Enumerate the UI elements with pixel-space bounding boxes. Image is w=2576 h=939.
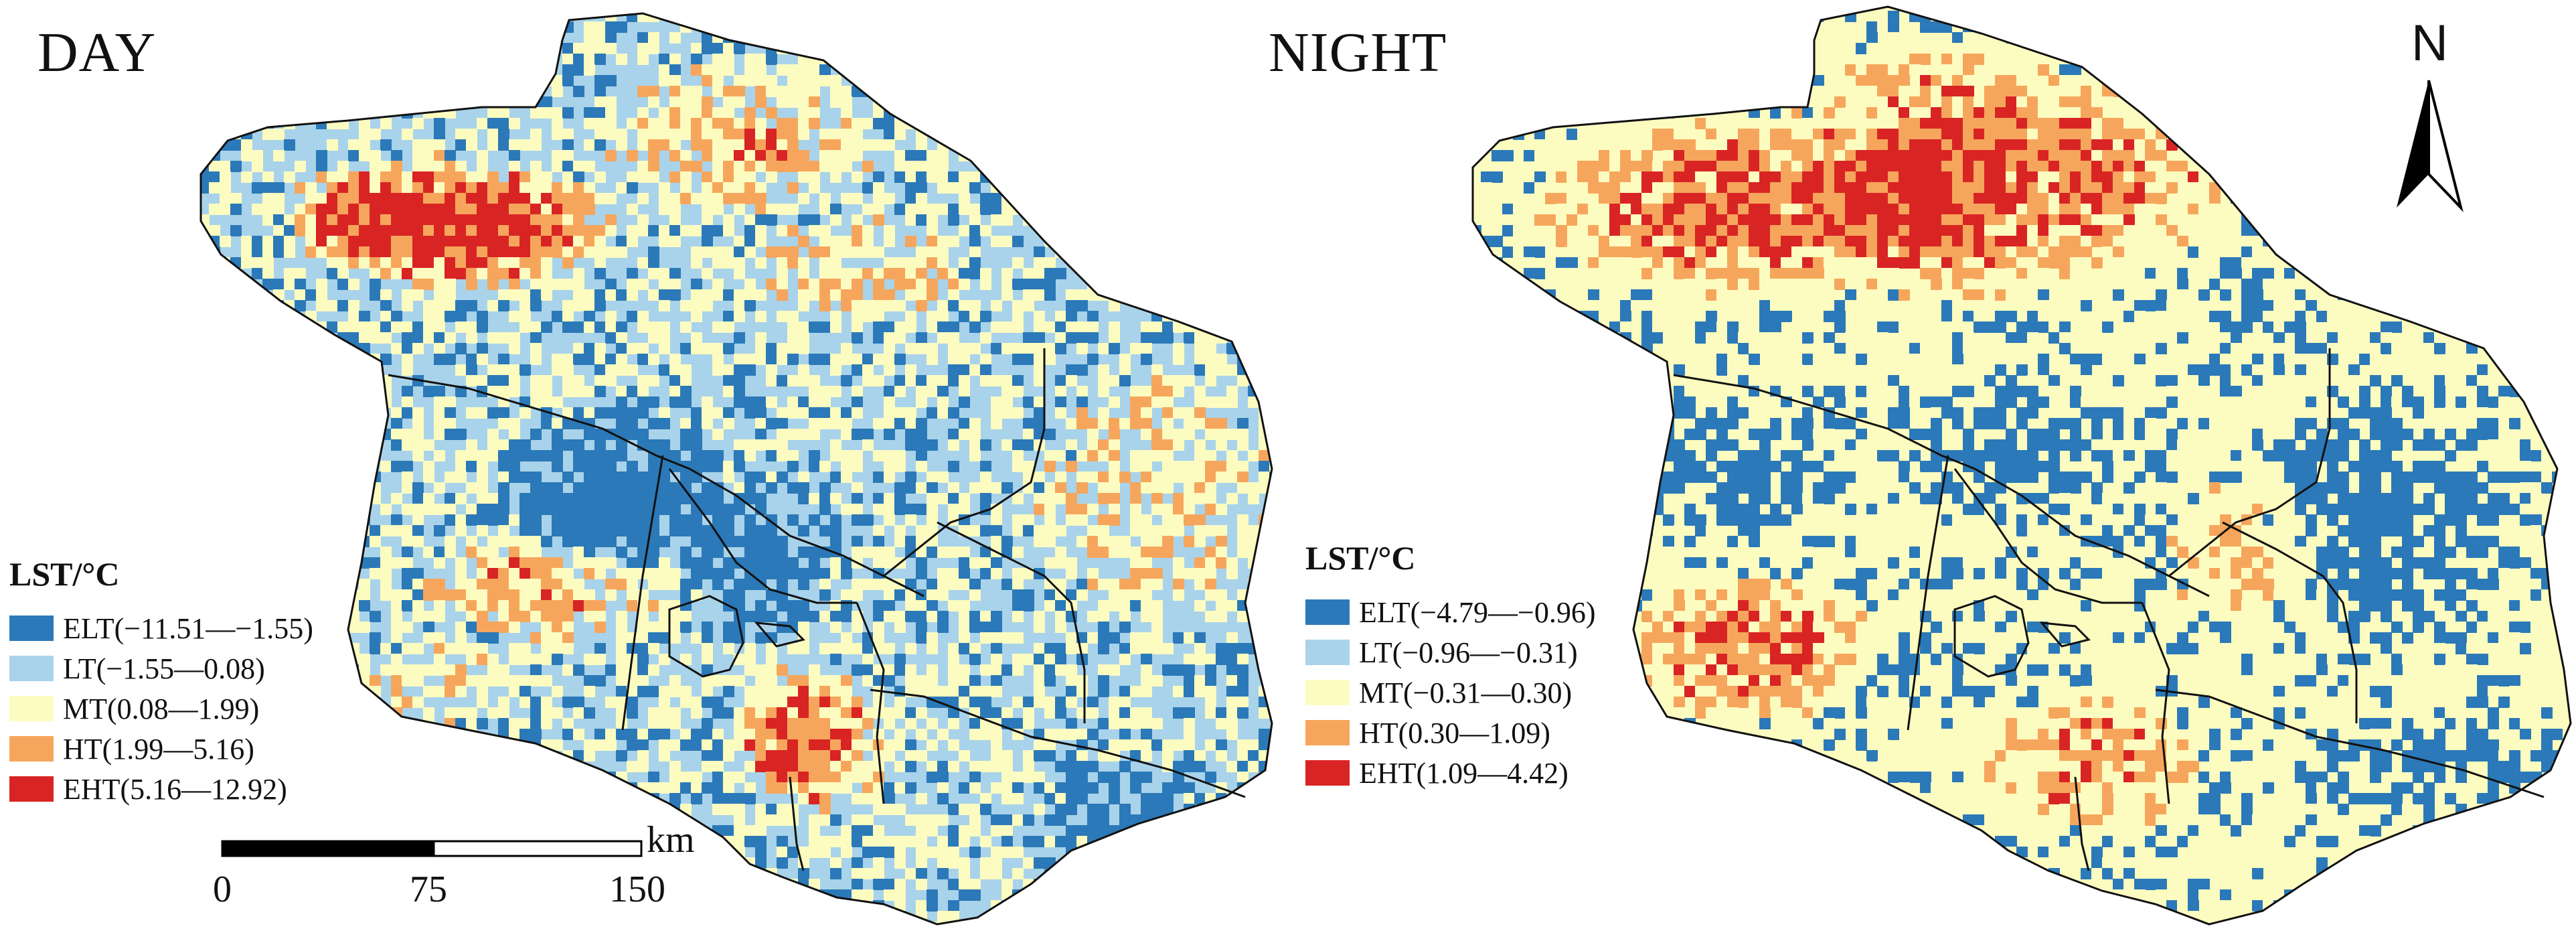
night-legend: LST/°C ELT(−4.79—−0.96) LT(−0.96—−0.31) … bbox=[1305, 538, 1596, 793]
legend-label: ELT(−4.79—−0.96) bbox=[1359, 595, 1596, 629]
legend-row: ELT(−4.79—−0.96) bbox=[1305, 592, 1596, 632]
scale-tick-150: 150 bbox=[609, 869, 665, 910]
legend-swatch bbox=[9, 776, 54, 802]
legend-label: EHT(1.09—4.42) bbox=[1359, 756, 1568, 790]
legend-label: LT(−0.96—−0.31) bbox=[1359, 636, 1578, 669]
scale-unit: km bbox=[647, 819, 695, 861]
day-lst-raster bbox=[201, 13, 1272, 924]
legend-label: MT(0.08—1.99) bbox=[63, 692, 260, 725]
scale-bar bbox=[221, 840, 643, 857]
legend-row: LT(−1.55—0.08) bbox=[9, 648, 313, 689]
day-map bbox=[199, 12, 1273, 926]
day-panel-title: DAY bbox=[37, 21, 157, 84]
legend-swatch bbox=[1305, 760, 1350, 786]
night-district-boundaries bbox=[1673, 348, 2545, 871]
legend-label: HT(0.30—1.09) bbox=[1359, 716, 1550, 749]
north-arrow-right-half bbox=[2427, 80, 2464, 212]
night-panel-title: NIGHT bbox=[1269, 21, 1447, 84]
north-arrow-left-half bbox=[2397, 80, 2429, 208]
day-legend-title: LST/°C bbox=[9, 555, 120, 593]
legend-row: EHT(5.16—12.92) bbox=[9, 769, 313, 809]
legend-swatch bbox=[1305, 680, 1350, 705]
legend-label: EHT(5.16—12.92) bbox=[63, 772, 287, 806]
legend-row: LT(−0.96—−0.31) bbox=[1305, 632, 1596, 672]
legend-swatch bbox=[9, 656, 54, 681]
legend-row: MT(0.08—1.99) bbox=[9, 689, 313, 729]
north-arrow-label: N bbox=[2411, 15, 2448, 72]
legend-swatch bbox=[9, 616, 54, 641]
legend-label: MT(−0.31—0.30) bbox=[1359, 676, 1573, 709]
legend-swatch bbox=[1305, 720, 1350, 745]
legend-swatch bbox=[1305, 640, 1350, 665]
legend-row: MT(−0.31—0.30) bbox=[1305, 672, 1596, 713]
scale-tick-0: 0 bbox=[213, 869, 232, 910]
legend-label: ELT(−11.51—−1.55) bbox=[63, 611, 313, 645]
night-legend-title: LST/°C bbox=[1305, 539, 1416, 577]
legend-row: ELT(−11.51—−1.55) bbox=[9, 608, 313, 648]
legend-row: EHT(1.09—4.42) bbox=[1305, 753, 1596, 793]
legend-label: LT(−1.55—0.08) bbox=[63, 652, 265, 685]
legend-swatch bbox=[9, 696, 54, 721]
legend-swatch bbox=[1305, 599, 1350, 625]
legend-label: HT(1.99—5.16) bbox=[63, 732, 254, 766]
legend-row: HT(1.99—5.16) bbox=[9, 729, 313, 769]
day-district-boundaries bbox=[388, 348, 1246, 871]
legend-row: HT(0.30—1.09) bbox=[1305, 713, 1596, 753]
scale-tick-75: 75 bbox=[410, 869, 447, 910]
north-arrow: N bbox=[2397, 15, 2464, 212]
day-legend: LST/°C ELT(−11.51—−1.55) LT(−1.55—0.08) … bbox=[9, 555, 313, 809]
legend-swatch bbox=[9, 736, 54, 762]
